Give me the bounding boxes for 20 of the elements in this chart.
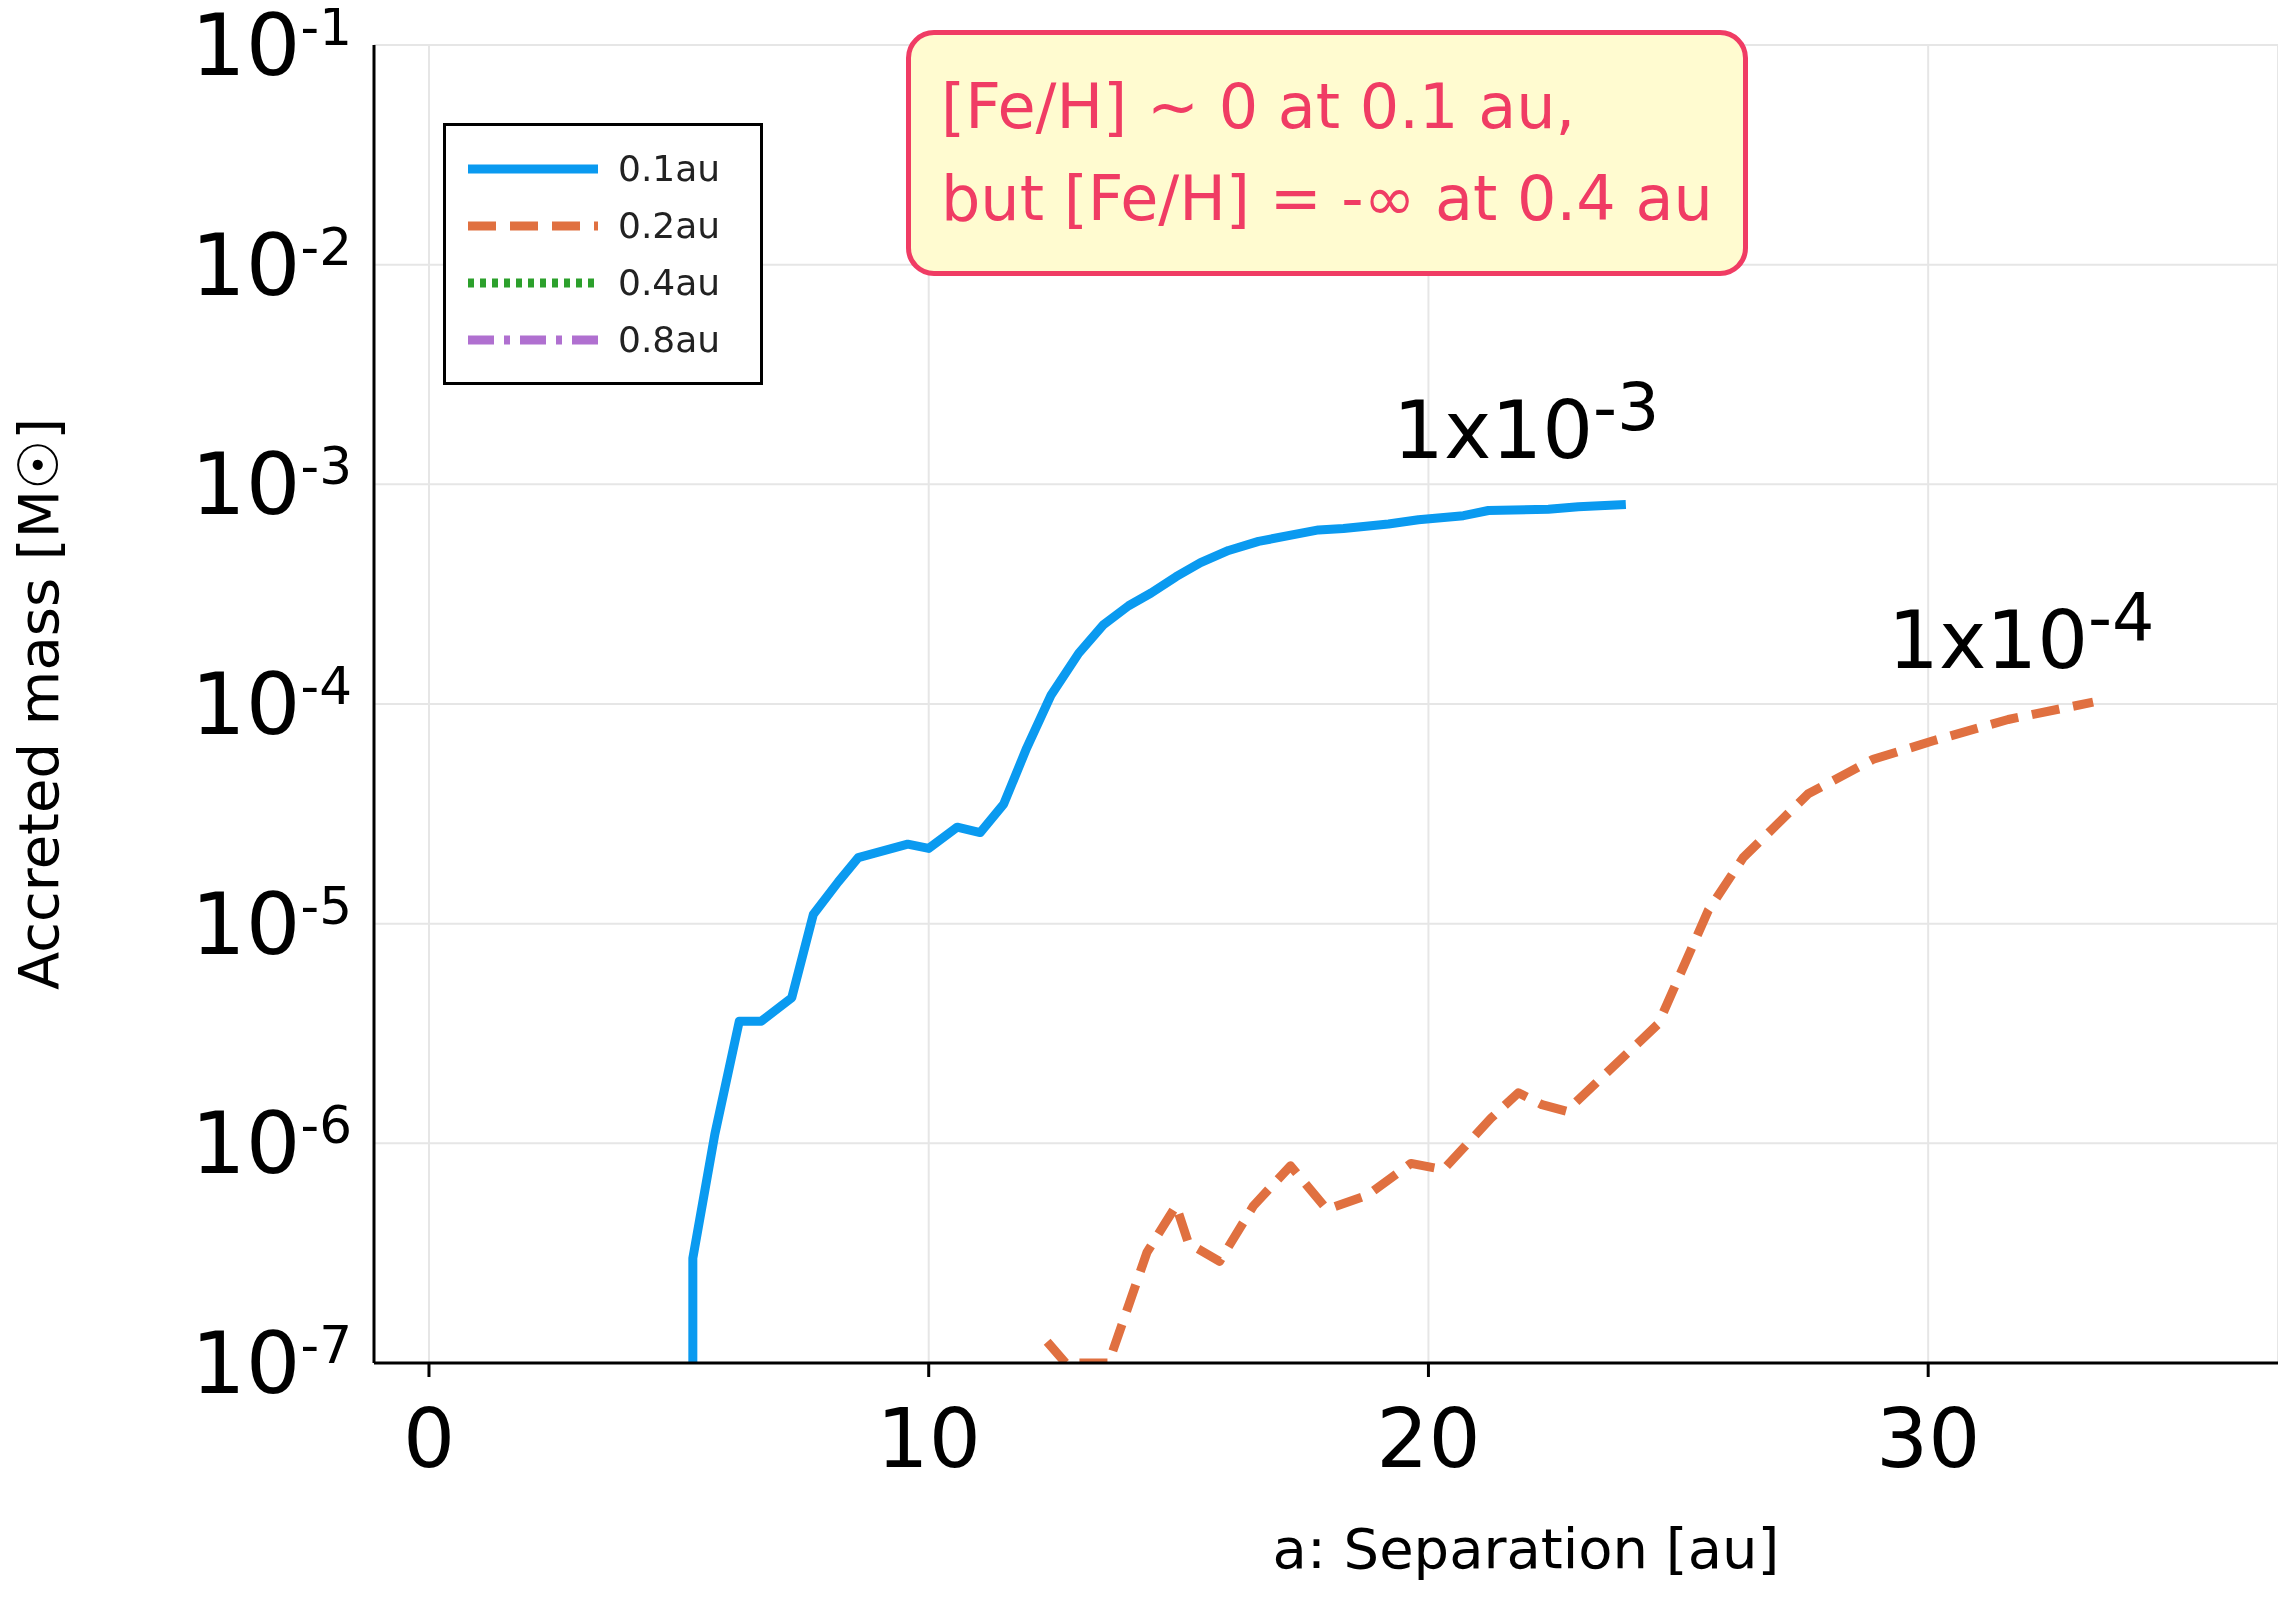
y-tick-label: 10$^{-4}$	[191, 654, 352, 754]
y-tick-label: 10$^{-6}$	[191, 1093, 352, 1194]
legend-label: 0.1au	[618, 148, 721, 189]
x-axis-title: a: Separation [au]	[1272, 1516, 1780, 1581]
y-tick-label: 10$^{-2}$	[191, 214, 352, 315]
y-axis-title: Accreted mass [M☉]	[5, 417, 71, 991]
legend-label: 0.4au	[618, 262, 721, 303]
y-tick-label: 10$^{-3}$	[191, 434, 352, 535]
y-tick-label: 10$^{-1}$	[191, 0, 352, 95]
legend-label: 0.8au	[618, 319, 721, 360]
x-tick-label: 30	[1876, 1391, 1981, 1487]
legend-label: 0.2au	[618, 205, 721, 246]
x-tick-label: 20	[1376, 1391, 1481, 1487]
x-tick-label: 0	[402, 1391, 456, 1487]
annotation: 1x10$^{-4}$	[1888, 578, 2155, 687]
annotation: 1x10$^{-3}$	[1393, 368, 1660, 477]
y-tick-label: 10$^{-7}$	[191, 1313, 352, 1413]
y-tick-label: 10$^{-5}$	[191, 873, 352, 974]
annotation: [Fe/H] ~ 0 at 0.1 au, but [Fe/H] = -∞ at 0.4 au	[906, 30, 1748, 276]
x-tick-label: 10	[876, 1391, 981, 1487]
